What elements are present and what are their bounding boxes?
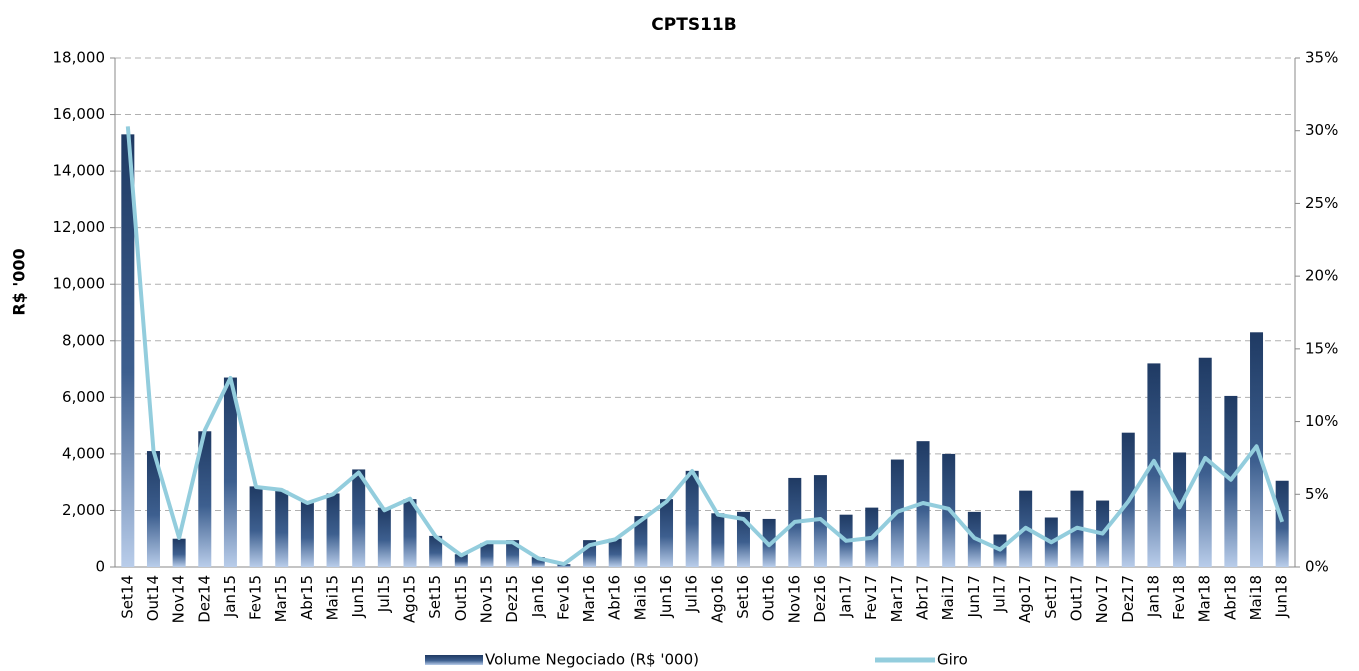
x-tick-label: Fev18 bbox=[1170, 575, 1188, 620]
x-tick-label: Jul17 bbox=[991, 575, 1009, 613]
y2-tick-label: 20% bbox=[1305, 267, 1338, 285]
x-tick-label: Fev17 bbox=[862, 575, 880, 620]
legend-label: Volume Negociado (R$ '000) bbox=[485, 651, 699, 669]
x-tick-label: Mar18 bbox=[1196, 575, 1214, 622]
bar bbox=[352, 469, 366, 567]
x-tick-label: Mai17 bbox=[939, 575, 957, 620]
x-tick-label: Ago15 bbox=[401, 575, 419, 623]
x-tick-label: Jan15 bbox=[221, 575, 239, 618]
x-tick-label: Out16 bbox=[760, 575, 778, 621]
line bbox=[125, 126, 1285, 567]
x-tick-label: Out17 bbox=[1067, 575, 1085, 621]
x-tick-label: Mar16 bbox=[580, 575, 598, 622]
bar bbox=[121, 134, 135, 567]
x-tick-label: Out14 bbox=[144, 575, 162, 621]
x-tick-label: Set14 bbox=[118, 575, 136, 619]
x-tick-label: Abr16 bbox=[606, 575, 624, 620]
bar bbox=[454, 554, 468, 567]
x-tick-label: Fev16 bbox=[554, 575, 572, 620]
legend-label: Giro bbox=[937, 651, 968, 669]
x-tick-label: Dez17 bbox=[1119, 575, 1137, 623]
bar bbox=[198, 431, 212, 567]
y-tick-label: 4,000 bbox=[62, 444, 105, 462]
x-tick-label: Abr18 bbox=[1221, 575, 1239, 620]
x-tick-label: Out15 bbox=[452, 575, 470, 621]
x-tick-label: Jul15 bbox=[375, 575, 393, 613]
bar bbox=[660, 499, 674, 567]
bar bbox=[634, 516, 648, 567]
x-tick-label: Dez14 bbox=[195, 575, 213, 623]
y-tick-label: 12,000 bbox=[53, 218, 106, 236]
bar bbox=[223, 377, 237, 567]
bar bbox=[403, 499, 417, 567]
y-tick-label: 18,000 bbox=[53, 49, 106, 67]
x-tick-label: Jun17 bbox=[965, 575, 983, 619]
x-tick-label: Set15 bbox=[426, 575, 444, 619]
bar bbox=[711, 513, 725, 567]
x-tick-label: Jan17 bbox=[837, 575, 855, 618]
bar bbox=[608, 538, 622, 567]
y2-tick-label: 10% bbox=[1305, 412, 1338, 430]
bar bbox=[275, 490, 289, 567]
bar bbox=[249, 486, 263, 567]
bar bbox=[326, 493, 340, 567]
y-tick-label: 8,000 bbox=[62, 331, 105, 349]
x-tick-label: Mar15 bbox=[272, 575, 290, 622]
y2-tick-label: 15% bbox=[1305, 339, 1338, 357]
bar bbox=[1275, 480, 1289, 567]
y2-tick-label: 25% bbox=[1305, 194, 1338, 212]
x-tick-label: Nov16 bbox=[785, 575, 803, 623]
bar bbox=[531, 557, 545, 567]
x-tick-label: Fev15 bbox=[247, 575, 265, 620]
x-tick-label: Nov14 bbox=[170, 575, 188, 623]
bar bbox=[736, 511, 750, 567]
y-tick-label: 0 bbox=[95, 558, 105, 576]
y-tick-label: 2,000 bbox=[62, 501, 105, 519]
x-tick-label: Nov17 bbox=[1093, 575, 1111, 623]
x-tick-label: Set16 bbox=[734, 575, 752, 619]
y2-tick-label: 35% bbox=[1305, 49, 1338, 67]
bar bbox=[429, 535, 443, 567]
x-tick-label: Mar17 bbox=[888, 575, 906, 622]
y-tick-label: 16,000 bbox=[53, 105, 106, 123]
x-tick-label: Abr17 bbox=[914, 575, 932, 620]
bar bbox=[1147, 363, 1161, 567]
y-tick-label: 14,000 bbox=[53, 162, 106, 180]
x-tick-label: Jun18 bbox=[1273, 575, 1291, 619]
x-tick-label: Nov15 bbox=[477, 575, 495, 623]
y2-tick-label: 5% bbox=[1305, 485, 1329, 503]
bar bbox=[506, 540, 520, 567]
x-tick-label: Jul16 bbox=[683, 575, 701, 613]
x-tick-label: Mai18 bbox=[1247, 575, 1265, 620]
y2-tick-label: 0% bbox=[1305, 558, 1329, 576]
x-tick-label: Ago16 bbox=[708, 575, 726, 623]
x-tick-label: Abr15 bbox=[298, 575, 316, 620]
bar bbox=[146, 451, 160, 567]
legend-swatch bbox=[425, 655, 483, 665]
bar bbox=[300, 501, 314, 567]
x-tick-label: Jun16 bbox=[657, 575, 675, 619]
bar bbox=[1173, 452, 1187, 567]
bar bbox=[377, 507, 391, 567]
x-tick-label: Set17 bbox=[1042, 575, 1060, 619]
bar bbox=[172, 538, 186, 567]
x-tick-label: Jan16 bbox=[529, 575, 547, 618]
y-axis-label: R$ '000 bbox=[10, 248, 29, 315]
y2-tick-label: 30% bbox=[1305, 121, 1338, 139]
x-tick-label: Mai15 bbox=[324, 575, 342, 620]
bar bbox=[1198, 357, 1212, 567]
bar bbox=[480, 542, 494, 567]
x-tick-label: Jun15 bbox=[349, 575, 367, 619]
chart-title: CPTS11B bbox=[651, 15, 736, 35]
x-tick-label: Jan18 bbox=[1144, 575, 1162, 618]
y-tick-label: 6,000 bbox=[62, 388, 105, 406]
bar bbox=[685, 470, 699, 567]
x-tick-label: Mai16 bbox=[631, 575, 649, 620]
x-tick-label: Ago17 bbox=[1016, 575, 1034, 623]
x-tick-label: Dez15 bbox=[503, 575, 521, 623]
y-tick-label: 10,000 bbox=[53, 275, 106, 293]
x-tick-label: Dez16 bbox=[811, 575, 829, 623]
